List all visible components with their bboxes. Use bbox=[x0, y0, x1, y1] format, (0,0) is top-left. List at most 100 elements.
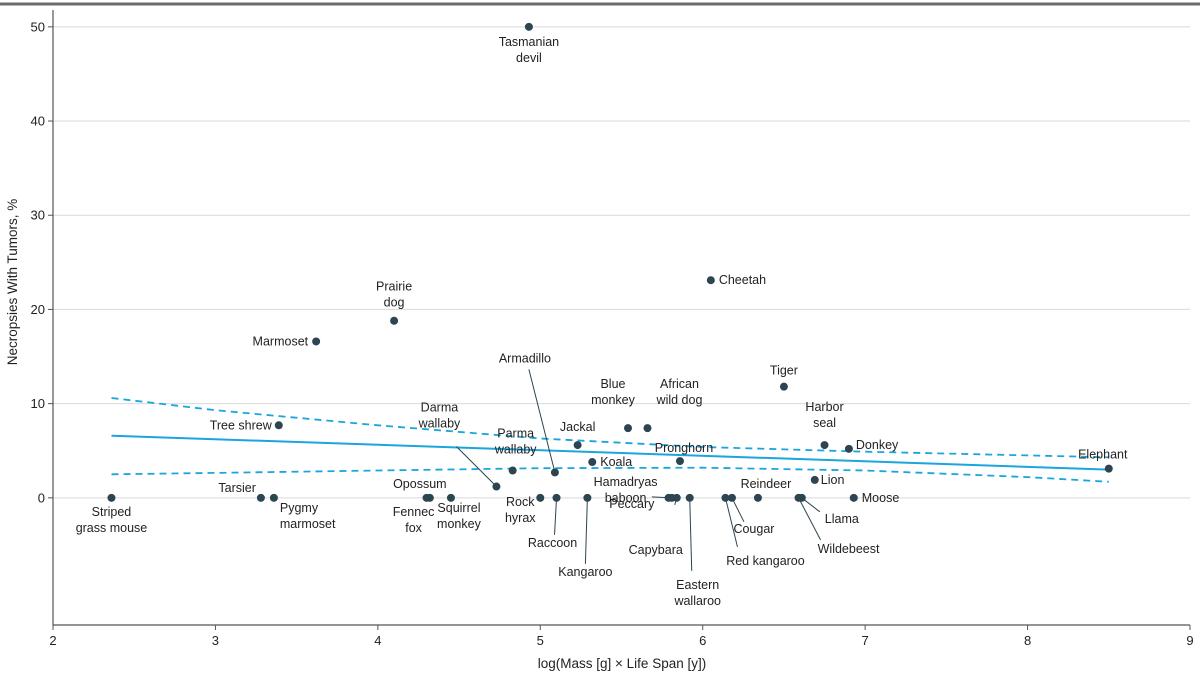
data-point bbox=[583, 493, 592, 502]
data-point bbox=[623, 424, 632, 433]
point-label: Prairie dog bbox=[376, 280, 412, 310]
ci-upper-line bbox=[111, 397, 1109, 459]
point-label: Cheetah bbox=[719, 273, 766, 287]
point-label: Reindeer bbox=[741, 477, 792, 491]
point-label: Red kangaroo bbox=[726, 554, 805, 568]
point-label: African wild dog bbox=[656, 377, 703, 407]
point-label: Capybara bbox=[629, 543, 683, 557]
leader-line bbox=[554, 497, 558, 535]
data-point bbox=[269, 493, 278, 502]
x-tick-label: 8 bbox=[1024, 633, 1031, 648]
point-label: Eastern wallaroo bbox=[673, 578, 721, 608]
data-point bbox=[524, 22, 533, 31]
point-labels: Striped grass mouse Tarsier Pygmy marmoset Tr… bbox=[76, 35, 1128, 608]
leader-line bbox=[724, 497, 738, 547]
data-point bbox=[797, 493, 806, 502]
point-label: Rock hyrax bbox=[505, 495, 536, 525]
point-label: Pygmy marmoset bbox=[280, 501, 336, 531]
x-tick-label: 7 bbox=[862, 633, 869, 648]
data-point bbox=[588, 458, 597, 467]
data-point bbox=[256, 493, 265, 502]
y-tick-label: 0 bbox=[38, 490, 45, 505]
data-point bbox=[753, 493, 762, 502]
fit-line bbox=[111, 434, 1109, 471]
data-point bbox=[492, 482, 501, 491]
leader-line bbox=[584, 497, 588, 564]
data-point bbox=[312, 337, 321, 346]
point-label: Pronghorn bbox=[655, 441, 713, 455]
leader-line bbox=[456, 446, 497, 487]
y-tick-label: 10 bbox=[31, 396, 45, 411]
point-label: Fennec fox bbox=[393, 505, 435, 535]
point-label: Raccoon bbox=[528, 536, 577, 550]
point-label: Peccary bbox=[609, 497, 655, 511]
data-point bbox=[779, 382, 788, 391]
leader-line bbox=[731, 497, 745, 523]
point-label: Blue monkey bbox=[591, 377, 636, 407]
point-label: Squirrel monkey bbox=[437, 501, 482, 531]
point-label: Llama bbox=[825, 512, 859, 526]
leader-line bbox=[528, 369, 556, 473]
data-point bbox=[552, 493, 561, 502]
point-label: Opossum bbox=[393, 477, 447, 491]
axes: 0 10 20 30 40 50 2 3 4 5 6 7 8 9 bbox=[31, 10, 1194, 648]
point-label: Armadillo bbox=[499, 351, 551, 365]
x-tick-label: 6 bbox=[699, 633, 706, 648]
data-points bbox=[107, 22, 1113, 502]
data-point bbox=[727, 493, 736, 502]
data-point bbox=[685, 493, 694, 502]
data-point bbox=[844, 444, 853, 453]
data-point bbox=[706, 276, 715, 285]
point-label: Darma wallaby bbox=[418, 401, 461, 431]
data-point bbox=[849, 493, 858, 502]
data-point bbox=[1104, 464, 1113, 473]
y-tick-label: 30 bbox=[31, 208, 45, 223]
data-point bbox=[820, 441, 829, 450]
data-point bbox=[508, 466, 517, 475]
point-label: Tarsier bbox=[218, 481, 256, 495]
point-label: Parma wallaby bbox=[494, 427, 537, 457]
x-tick-label: 9 bbox=[1186, 633, 1193, 648]
point-label: Tree shrew bbox=[210, 418, 273, 432]
point-label: Jackal bbox=[560, 420, 595, 434]
y-tick-label: 20 bbox=[31, 302, 45, 317]
data-point bbox=[550, 468, 559, 477]
data-point bbox=[274, 421, 283, 430]
data-point bbox=[422, 493, 431, 502]
x-tick-label: 5 bbox=[537, 633, 544, 648]
regression-fit bbox=[111, 397, 1109, 483]
data-point bbox=[643, 424, 652, 433]
data-point bbox=[672, 493, 681, 502]
data-point bbox=[390, 316, 399, 325]
point-label: Cougar bbox=[733, 522, 774, 536]
point-label: Wildebeest bbox=[818, 542, 880, 556]
gridlines bbox=[53, 26, 1190, 499]
y-axis-title: Necropsies With Tumors, % bbox=[5, 199, 20, 366]
x-tick-label: 4 bbox=[374, 633, 381, 648]
data-point bbox=[573, 441, 582, 450]
point-label: Hamadryas baboon bbox=[594, 475, 658, 505]
leader-line bbox=[798, 497, 821, 541]
point-label: Marmoset bbox=[253, 334, 309, 348]
data-point bbox=[446, 493, 455, 502]
point-label: Moose bbox=[862, 491, 900, 505]
y-tick-label: 40 bbox=[31, 114, 45, 129]
data-point bbox=[721, 493, 730, 502]
data-point bbox=[810, 475, 819, 484]
x-tick-label: 3 bbox=[212, 633, 219, 648]
point-label: Tasmanian devil bbox=[499, 35, 559, 65]
point-label: Donkey bbox=[856, 438, 899, 452]
x-axis-title: log(Mass [g] × Life Span [y]) bbox=[538, 656, 706, 671]
x-tick-label: 2 bbox=[49, 633, 56, 648]
point-label: Lion bbox=[821, 473, 845, 487]
ci-lower-line bbox=[111, 466, 1109, 483]
point-label: Koala bbox=[600, 455, 632, 469]
data-point bbox=[675, 457, 684, 466]
y-tick-label: 50 bbox=[31, 19, 45, 34]
point-label: Kangaroo bbox=[558, 565, 612, 579]
point-label: Harbor seal bbox=[805, 400, 843, 430]
data-point bbox=[107, 493, 116, 502]
leader-line bbox=[689, 497, 693, 571]
